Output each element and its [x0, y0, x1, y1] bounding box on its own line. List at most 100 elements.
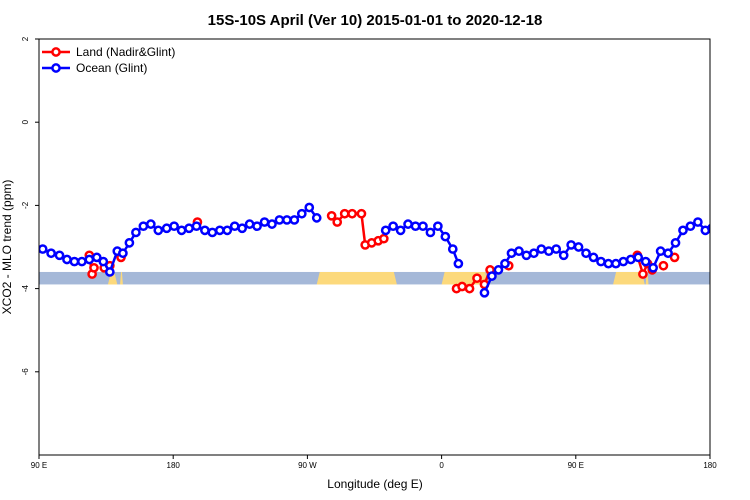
land-segment [316, 271, 397, 285]
y-tick-label: 2 [21, 36, 30, 41]
data-point [104, 267, 115, 277]
data-point [663, 248, 673, 259]
data-point [161, 223, 172, 234]
data-point [581, 248, 591, 259]
y-tick-label: 0 [21, 119, 30, 124]
data-point [655, 246, 666, 257]
data-point [282, 215, 292, 225]
x-axis-label: Longitude (deg E) [327, 477, 422, 491]
legend-label: Land (Nadir&Glint) [76, 45, 175, 59]
data-point [153, 225, 164, 236]
data-point [625, 254, 636, 265]
data-point [332, 217, 343, 227]
series-layer [39, 202, 710, 298]
y-tick-label: -2 [21, 201, 30, 209]
data-point [514, 246, 524, 257]
data-point [640, 256, 651, 267]
data-point [259, 217, 270, 227]
data-point [289, 215, 300, 225]
legend-label: Ocean (Glint) [76, 61, 147, 75]
data-point [464, 283, 475, 294]
data-point [493, 265, 504, 275]
x-tick-label: 90 W [298, 461, 317, 470]
data-point [403, 219, 413, 229]
data-point [618, 256, 629, 267]
data-point [596, 256, 606, 267]
legend: Land (Nadir&Glint) Ocean (Glint) [42, 45, 175, 75]
data-point [378, 233, 389, 244]
data-point [356, 208, 367, 219]
data-point [69, 256, 80, 267]
legend-item-ocean: Ocean (Glint) [42, 61, 147, 75]
x-tick-label: 90 E [568, 461, 584, 470]
data-point [633, 252, 644, 263]
data-point [46, 248, 56, 259]
data-point [326, 210, 337, 221]
data-point [89, 262, 99, 273]
data-point [98, 256, 109, 267]
data-point [536, 244, 547, 254]
data-point [611, 258, 621, 269]
data-point [176, 225, 187, 236]
data-point [124, 237, 135, 248]
legend-item-land: Land (Nadir&Glint) [42, 45, 175, 59]
data-point [296, 208, 307, 219]
data-point [685, 221, 696, 232]
data-point [638, 269, 648, 279]
x-tick-label: 180 [703, 461, 717, 470]
data-point [603, 258, 614, 269]
data-point [62, 254, 72, 265]
y-tick-label: -6 [21, 368, 30, 376]
data-point [670, 237, 681, 248]
data-point [229, 221, 240, 232]
data-point [274, 215, 285, 225]
data-point [388, 221, 398, 232]
y-axis-label: XCO2 - MLO trend (ppm) [0, 180, 14, 315]
data-point [222, 225, 233, 236]
data-point [311, 213, 322, 223]
data-point [433, 221, 443, 232]
data-point [200, 225, 210, 236]
data-point [551, 244, 562, 254]
data-point [169, 221, 179, 232]
data-point [425, 227, 436, 238]
data-point [207, 227, 218, 238]
land-ocean-mask [39, 271, 710, 285]
x-axis: 90 E 180 90 W 0 90 E 180 [31, 455, 717, 470]
data-point [304, 202, 315, 213]
data-point [506, 248, 517, 259]
data-point [678, 225, 688, 236]
data-point [487, 271, 497, 281]
y-axis: 2 0 -2 -4 -6 [21, 36, 39, 375]
series-ocean [39, 202, 710, 298]
data-point [472, 273, 482, 284]
data-point [648, 262, 659, 273]
x-tick-label: 90 E [31, 461, 47, 470]
data-point [54, 250, 65, 261]
data-point [84, 254, 95, 265]
data-point [566, 240, 576, 250]
land-segment [613, 271, 645, 285]
data-point [118, 248, 128, 259]
data-point [145, 219, 156, 229]
data-point [558, 250, 569, 261]
data-point [500, 258, 510, 269]
data-point [191, 221, 202, 232]
data-point [77, 256, 87, 267]
data-point [573, 242, 584, 252]
data-point [244, 219, 255, 229]
legend-marker [51, 47, 61, 57]
data-point [418, 221, 428, 232]
data-point [214, 225, 225, 236]
data-point [380, 225, 391, 236]
x-tick-label: 0 [439, 461, 444, 470]
x-tick-label: 180 [167, 461, 181, 470]
land-segment [645, 271, 649, 285]
plot-frame [38, 38, 711, 456]
data-point [252, 221, 262, 232]
chart-title: 15S-10S April (Ver 10) 2015-01-01 to 202… [208, 12, 543, 29]
data-point [447, 244, 458, 254]
data-point [131, 227, 141, 238]
